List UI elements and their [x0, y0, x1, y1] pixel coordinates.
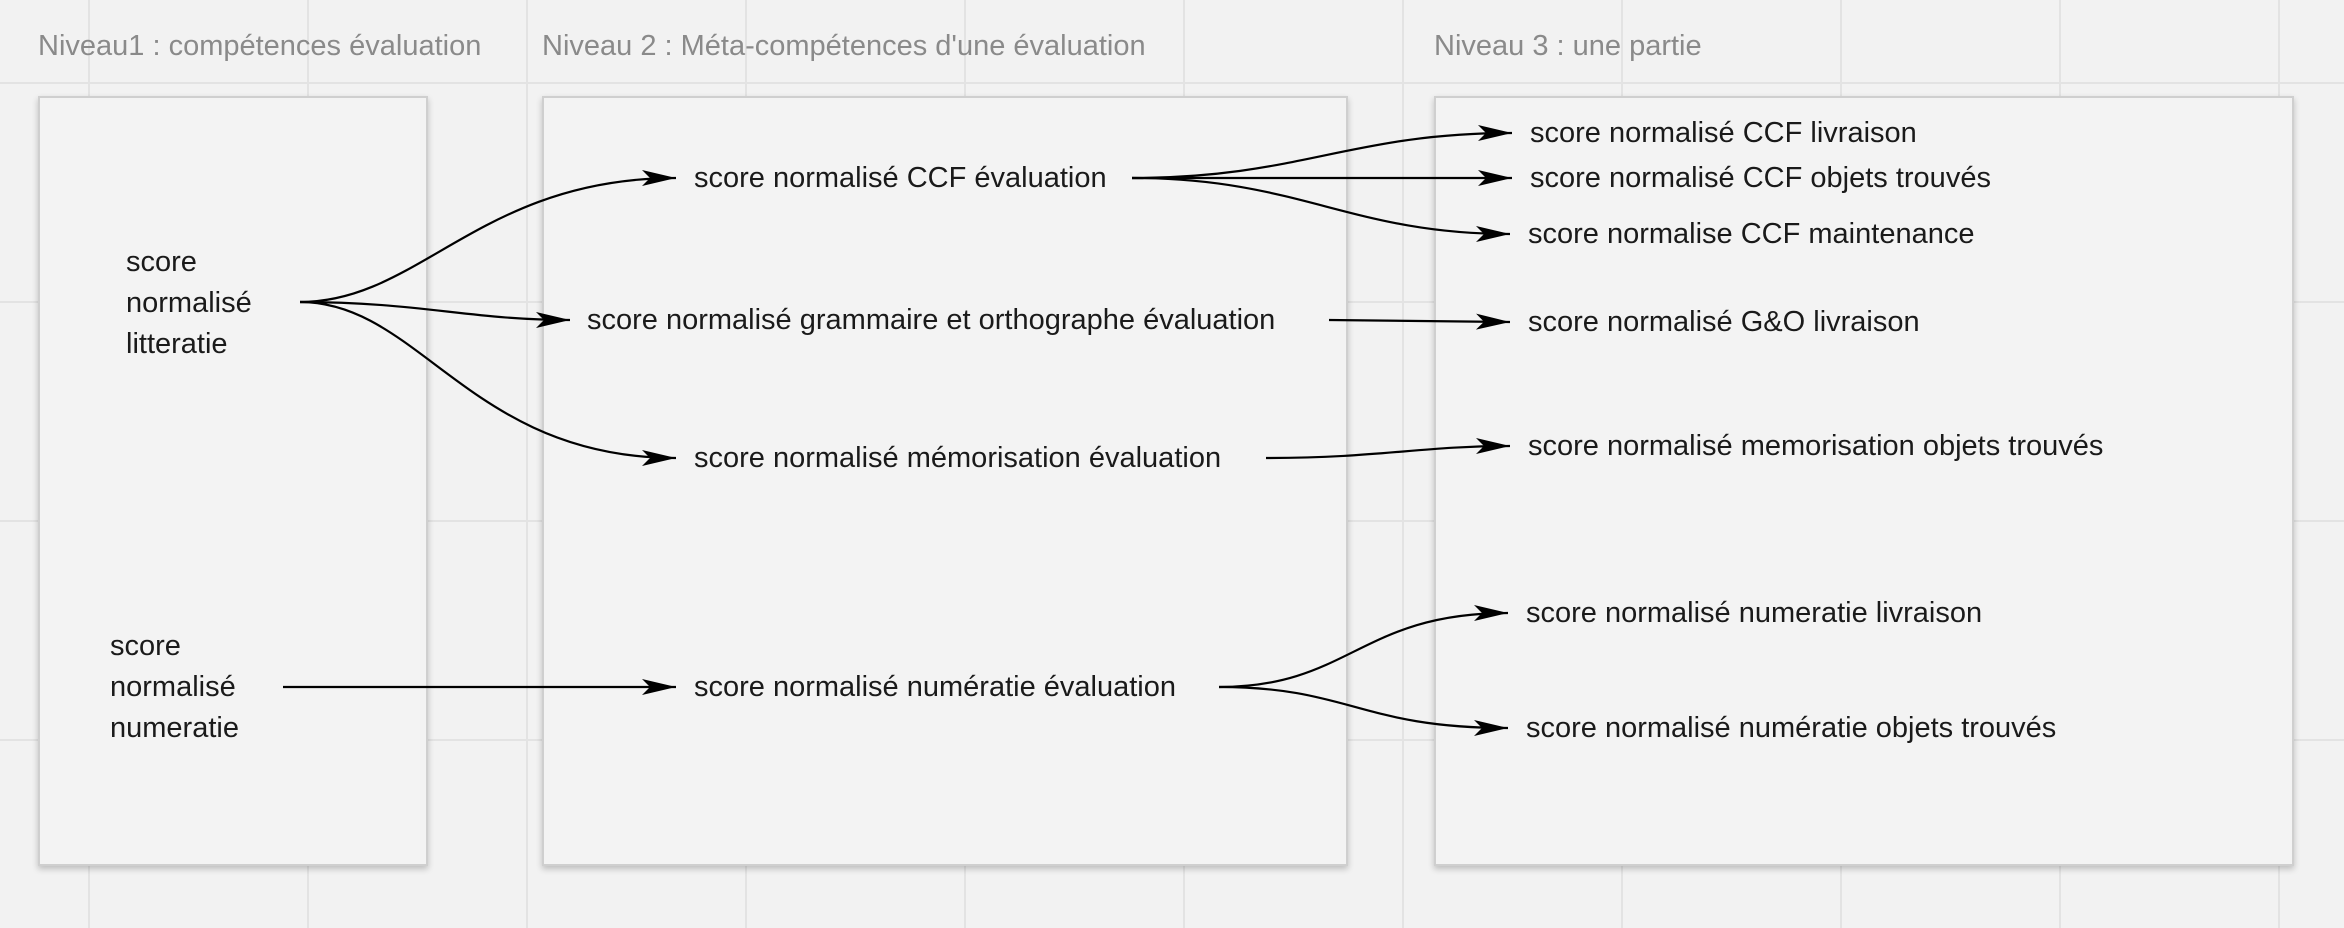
node-score-normalise-numeratie[interactable]: score normalisé numeratie	[110, 626, 239, 749]
level3-frame[interactable]	[1434, 96, 2294, 866]
node-ccf-maintenance[interactable]: score normalise CCF maintenance	[1528, 218, 1975, 250]
level1-title: Niveau1 : compétences évaluation	[38, 30, 482, 62]
level1-frame[interactable]	[38, 96, 428, 866]
node-memorisation-objets-trouves[interactable]: score normalisé memorisation objets trou…	[1528, 430, 2104, 462]
node-go-livraison[interactable]: score normalisé G&O livraison	[1528, 306, 1920, 338]
level2-frame[interactable]	[542, 96, 1348, 866]
arrow-numeratie-to-num-livraison	[1218, 605, 1509, 689]
arrow-litteratie-to-grammaire	[299, 300, 571, 328]
node-numeratie-evaluation[interactable]: score normalisé numératie évaluation	[694, 671, 1176, 703]
arrow-numeratie-to-num-objets	[1218, 685, 1509, 736]
node-line: numeratie	[110, 712, 239, 744]
node-numeratie-objets-trouves[interactable]: score normalisé numératie objets trouvés	[1526, 712, 2057, 744]
node-line: normalisé	[110, 671, 236, 703]
node-score-normalise-litteratie[interactable]: score normalisé litteratie	[126, 242, 252, 365]
arrow-litteratie-to-memorisation	[299, 300, 677, 466]
node-line: litteratie	[126, 328, 228, 360]
level2-title: Niveau 2 : Méta-compétences d'une évalua…	[542, 30, 1146, 62]
arrow-litteratie-to-ccf	[299, 170, 677, 304]
arrow-grammaire-to-go-livraison	[1328, 313, 1511, 330]
node-memorisation-evaluation[interactable]: score normalisé mémorisation évaluation	[694, 442, 1222, 474]
node-line: score	[126, 246, 197, 278]
node-ccf-livraison[interactable]: score normalisé CCF livraison	[1530, 117, 1917, 149]
arrow-ccf-to-maintenance	[1131, 176, 1511, 242]
node-ccf-objets-trouves[interactable]: score normalisé CCF objets trouvés	[1530, 162, 1991, 194]
node-line: score	[110, 630, 181, 662]
arrow-memorisation-to-memo-objets	[1265, 438, 1511, 460]
arrow-ccf-to-livraison	[1131, 125, 1513, 180]
level3-title: Niveau 3 : une partie	[1434, 30, 1702, 62]
node-numeratie-livraison[interactable]: score normalisé numeratie livraison	[1526, 597, 1983, 629]
node-ccf-evaluation[interactable]: score normalisé CCF évaluation	[694, 162, 1107, 194]
node-line: normalisé	[126, 287, 252, 319]
node-grammaire-evaluation[interactable]: score normalisé grammaire et orthographe…	[587, 304, 1276, 336]
